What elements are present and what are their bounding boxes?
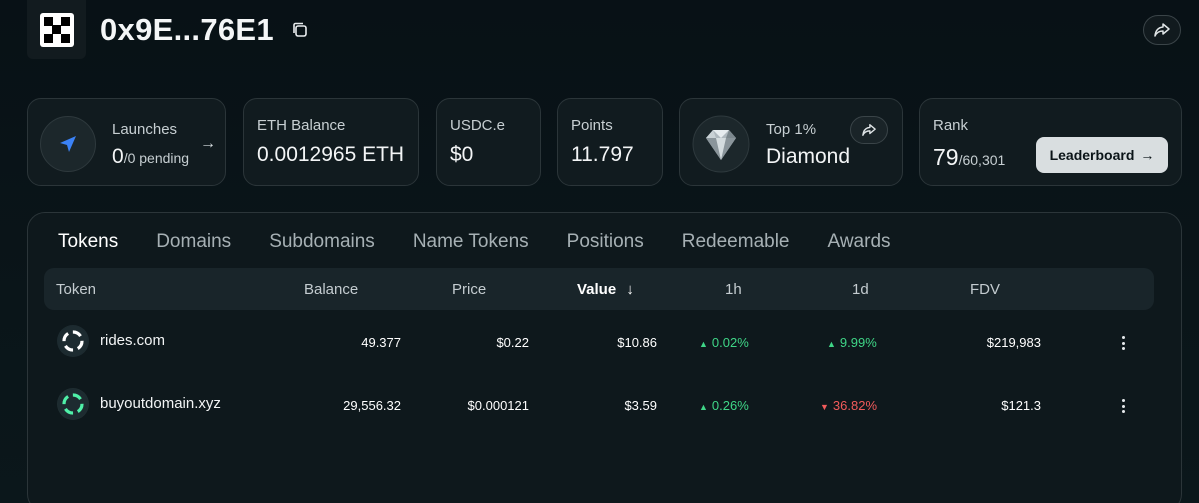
eth-balance-card: ETH Balance 0.0012965 ETH <box>243 98 419 186</box>
share-icon <box>862 124 876 136</box>
copy-icon[interactable] <box>290 20 310 40</box>
tab-redeemable[interactable]: Redeemable <box>681 231 790 252</box>
arrow-right-icon: → <box>1140 147 1155 163</box>
tab-subdomains[interactable]: Subdomains <box>269 231 375 252</box>
arrow-right-icon: → <box>200 135 216 152</box>
usdc-card: USDC.e $0 <box>436 98 541 186</box>
holdings-tabs: Tokens Domains Subdomains Name Tokens Po… <box>58 231 929 253</box>
share-button[interactable] <box>1143 15 1181 45</box>
token-fdv: $219,983 <box>986 335 1041 350</box>
rank-label: Rank <box>933 117 969 134</box>
token-name[interactable]: buyoutdomain.xyz <box>100 395 221 412</box>
token-change-1d-value: 36.82% <box>832 398 878 413</box>
okx-logo <box>39 12 74 47</box>
more-options-icon[interactable] <box>1116 396 1130 416</box>
table-header: Token Balance Price Value ↓ 1h 1d FDV <box>44 268 1154 310</box>
tier-card: Top 1% Diamond <box>679 98 903 186</box>
column-header-value-label: Value <box>577 281 617 298</box>
triangle-up-icon: ▲ <box>699 402 708 412</box>
tab-domains[interactable]: Domains <box>156 231 232 252</box>
okx-logo-container <box>27 0 86 59</box>
rocket-icon <box>40 116 96 172</box>
column-header-value[interactable]: Value ↓ <box>577 281 634 298</box>
token-name[interactable]: rides.com <box>100 332 166 349</box>
token-price: $0.22 <box>496 335 529 350</box>
rank-number: 79 <box>933 144 959 170</box>
launches-label: Launches <box>112 121 178 138</box>
rank-total: /60,301 <box>958 152 1006 168</box>
tier-value: Diamond <box>766 145 851 168</box>
table-row[interactable]: rides.com 49.377 $0.22 $10.86 ▲ 0.02% ▲ 9.… <box>44 325 1154 381</box>
table-row[interactable]: buyoutdomain.xyz 29,556.32 $0.000121 $3.… <box>44 388 1154 444</box>
triangle-up-icon: ▲ <box>827 339 836 349</box>
points-card: Points 11.797 <box>557 98 663 186</box>
column-header-fdv[interactable]: FDV <box>970 281 1000 298</box>
tab-name-tokens[interactable]: Name Tokens <box>412 231 529 252</box>
diamond-icon <box>692 115 750 173</box>
token-change-1d: ▲ 9.99% <box>827 335 877 350</box>
tier-share-button[interactable] <box>850 116 888 144</box>
points-label: Points <box>571 117 613 134</box>
leaderboard-button[interactable]: Leaderboard → <box>1036 137 1168 173</box>
column-header-token[interactable]: Token <box>56 281 97 298</box>
rank-card: Rank 79/60,301 Leaderboard → <box>919 98 1182 186</box>
launches-value: 0/0 pending <box>112 145 189 169</box>
token-change-1h: ▲ 0.02% <box>699 335 749 350</box>
sort-desc-icon: ↓ <box>626 281 634 298</box>
points-value: 11.797 <box>571 143 634 166</box>
wallet-address-title: 0x9E...76E1 <box>100 12 274 47</box>
token-change-1h-value: 0.26% <box>711 398 749 413</box>
more-options-icon[interactable] <box>1116 333 1130 353</box>
rank-value: 79/60,301 <box>933 144 1005 171</box>
token-icon <box>57 388 89 420</box>
token-change-1h-value: 0.02% <box>711 335 749 350</box>
eth-balance-value: 0.0012965 ETH <box>257 143 405 166</box>
launches-pending: /0 pending <box>123 150 190 166</box>
column-header-price[interactable]: Price <box>452 281 487 298</box>
token-value: $10.86 <box>617 335 657 350</box>
token-icon <box>57 325 89 357</box>
token-fdv: $121.3 <box>1001 398 1041 413</box>
token-change-1d: ▼ 36.82% <box>820 398 877 413</box>
tab-tokens[interactable]: Tokens <box>58 231 119 252</box>
token-change-1d-value: 9.99% <box>839 335 877 350</box>
usdc-label: USDC.e <box>450 117 506 134</box>
token-change-1h: ▲ 0.26% <box>699 398 749 413</box>
token-balance: 29,556.32 <box>343 398 401 413</box>
leaderboard-label: Leaderboard <box>1049 147 1135 163</box>
holdings-panel: Tokens Domains Subdomains Name Tokens Po… <box>27 212 1182 503</box>
eth-balance-label: ETH Balance <box>257 117 346 134</box>
launches-card[interactable]: Launches 0/0 pending → <box>27 98 226 186</box>
triangle-down-icon: ▼ <box>820 402 829 412</box>
tab-positions[interactable]: Positions <box>566 231 644 252</box>
usdc-value: $0 <box>450 143 474 166</box>
column-header-1h[interactable]: 1h <box>725 281 742 298</box>
share-icon <box>1154 23 1170 37</box>
column-header-balance[interactable]: Balance <box>304 281 359 298</box>
token-price: $0.000121 <box>467 398 529 413</box>
launches-count: 0 <box>112 145 124 168</box>
token-value: $3.59 <box>624 398 657 413</box>
tier-percentile-label: Top 1% <box>766 121 817 138</box>
tab-awards[interactable]: Awards <box>827 231 891 252</box>
token-balance: 49.377 <box>361 335 401 350</box>
column-header-1d[interactable]: 1d <box>852 281 869 298</box>
triangle-up-icon: ▲ <box>699 339 708 349</box>
